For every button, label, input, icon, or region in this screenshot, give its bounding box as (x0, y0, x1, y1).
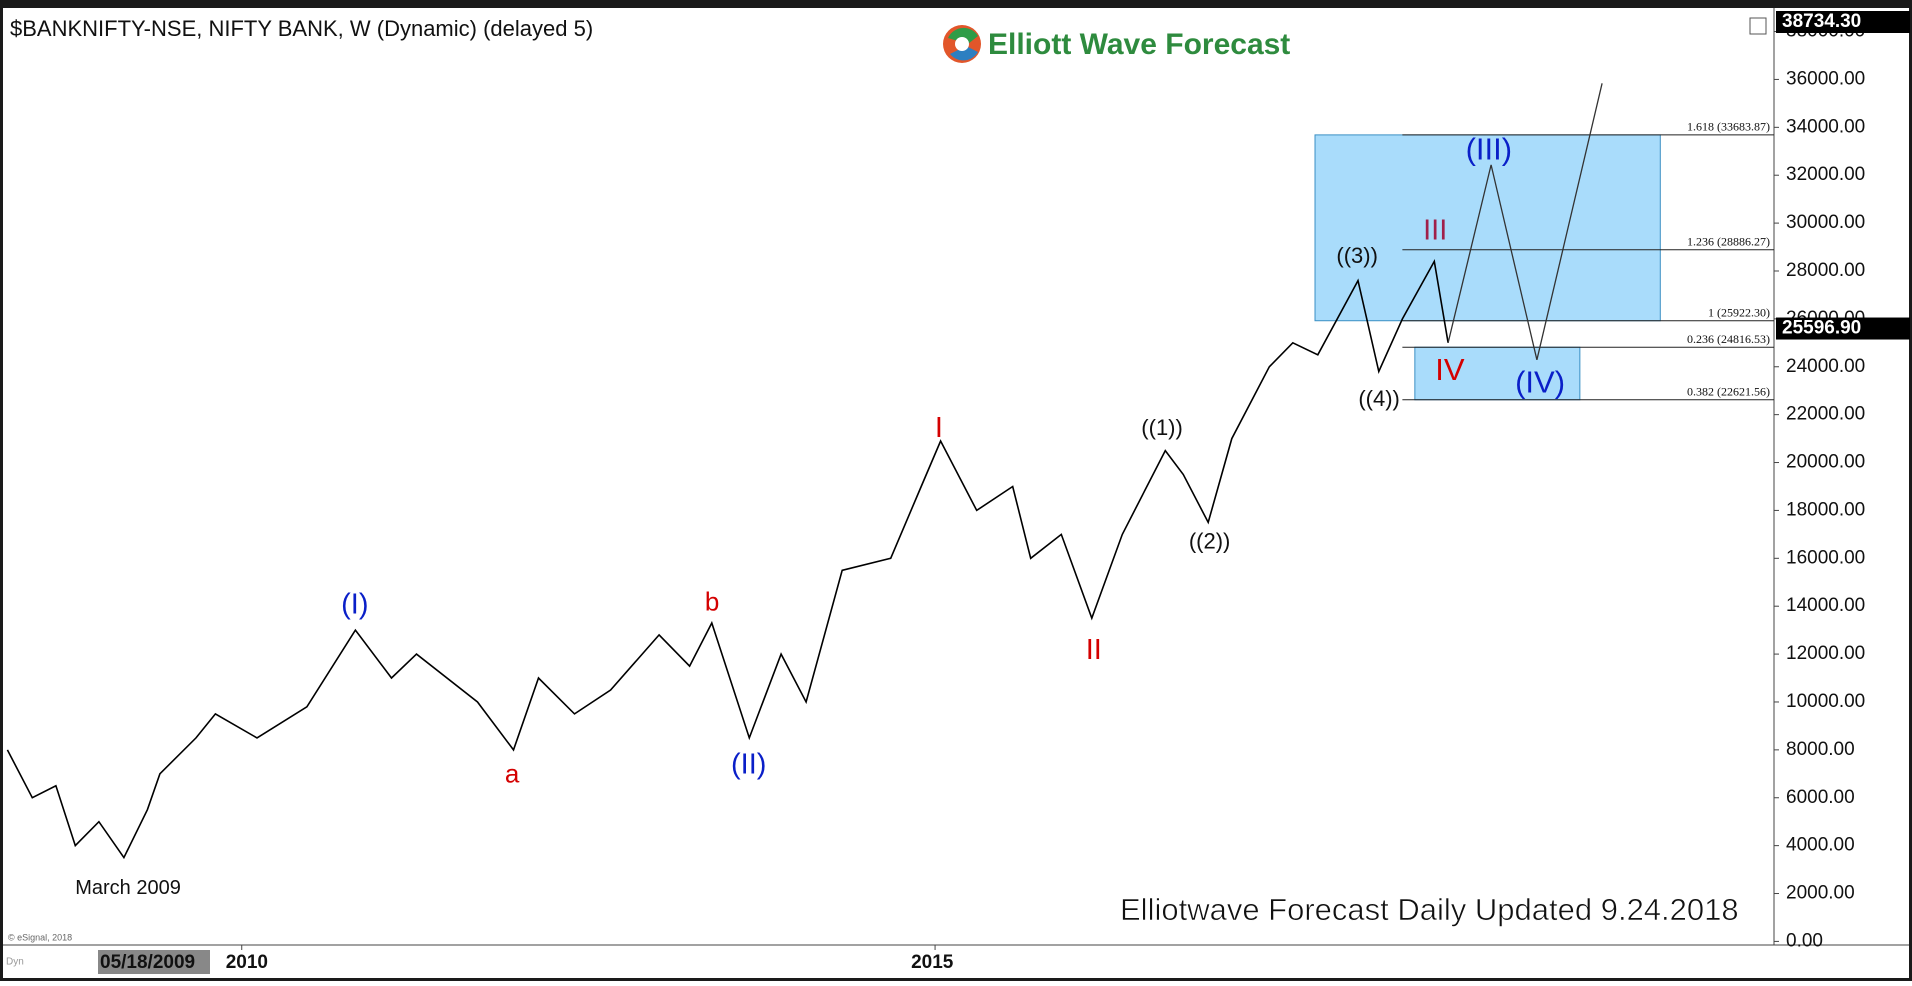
top-border (0, 0, 1912, 8)
projection-line (1447, 83, 1603, 360)
left-border (0, 0, 3, 981)
wave-label: ((2)) (1189, 528, 1231, 553)
last-price-tag: 25596.90 (1782, 318, 1861, 339)
cursor-date: 05/18/2009 (100, 952, 195, 973)
y-tick-label: 18000.00 (1786, 499, 1865, 520)
wave-label: (I) (341, 589, 368, 621)
high-tag-bg (1776, 11, 1910, 33)
wave-label: I (935, 412, 943, 444)
wave-label: a (505, 758, 520, 788)
wave-label: (II) (731, 748, 766, 780)
wave-label: ((3)) (1336, 243, 1378, 268)
y-tick-label: 12000.00 (1786, 643, 1865, 664)
mode-label: Dyn (6, 957, 24, 968)
fib-label: 1.618 (33683.87) (1687, 120, 1770, 134)
copyright: © eSignal, 2018 (8, 932, 72, 942)
wave-label: ((4)) (1358, 386, 1400, 411)
y-tick-label: 36000.00 (1786, 68, 1865, 89)
chart-title: $BANKNIFTY-NSE, NIFTY BANK, W (Dynamic) … (10, 16, 593, 41)
y-tick-label: 34000.00 (1786, 116, 1865, 137)
y-tick-label: 20000.00 (1786, 452, 1865, 473)
y-tick-label: 14000.00 (1786, 595, 1865, 616)
logo: Elliott Wave Forecast (943, 25, 1290, 63)
high-tag: 38734.30 (1782, 11, 1861, 32)
target-zone (1314, 134, 1661, 322)
bottom-border (0, 978, 1912, 981)
wave-label: b (705, 586, 719, 616)
wave-label: March 2009 (75, 877, 181, 899)
price-line (6, 259, 1449, 860)
logo-icon-part (948, 27, 978, 44)
y-tick-label: 24000.00 (1786, 356, 1865, 377)
y-tick-label: 0.00 (1786, 930, 1823, 951)
y-tick-label: 30000.00 (1786, 212, 1865, 233)
fib-label: 0.236 (24816.53) (1687, 332, 1770, 346)
y-tick-label: 16000.00 (1786, 547, 1865, 568)
wave-label: (IV) (1515, 364, 1565, 399)
wave-label: II (1086, 634, 1102, 666)
y-tick-label: 2000.00 (1786, 883, 1855, 904)
last-price-tag-bg (1776, 317, 1910, 340)
wave-label: III (1423, 214, 1447, 246)
logo-text: Elliott Wave Forecast (988, 28, 1290, 61)
fib-label: 1 (25922.30) (1708, 305, 1770, 319)
plot-area: 1.618 (33683.87) 1.236 (28886.27) 1 (25922… (6, 31, 1779, 950)
wave-label: ((1)) (1141, 415, 1183, 440)
fib-label: 0.382 (22621.56) (1687, 385, 1770, 399)
logo-icon-part (950, 46, 978, 61)
cursor-date-bg (98, 950, 210, 974)
y-tick-label: 10000.00 (1786, 691, 1865, 712)
window-icon (1749, 17, 1767, 35)
x-tick-label: 2015 (911, 952, 954, 973)
y-tick-label: 32000.00 (1786, 164, 1865, 185)
y-tick-label: 22000.00 (1786, 404, 1865, 425)
y-tick-label: 28000.00 (1786, 260, 1865, 281)
fib-label: 1.236 (28886.27) (1687, 235, 1770, 249)
wave-label: IV (1435, 352, 1465, 387)
y-tick-label: 6000.00 (1786, 787, 1855, 808)
x-tick-label: 2010 (226, 952, 268, 973)
wave-label: (III) (1466, 131, 1513, 166)
right-border (1909, 0, 1912, 981)
logo-icon-core (955, 37, 969, 51)
footer-text: Elliotwave Forecast Daily Updated 9.24.2… (1120, 892, 1739, 927)
y-tick-label: 8000.00 (1786, 739, 1855, 760)
y-tick-label: 4000.00 (1786, 835, 1855, 856)
